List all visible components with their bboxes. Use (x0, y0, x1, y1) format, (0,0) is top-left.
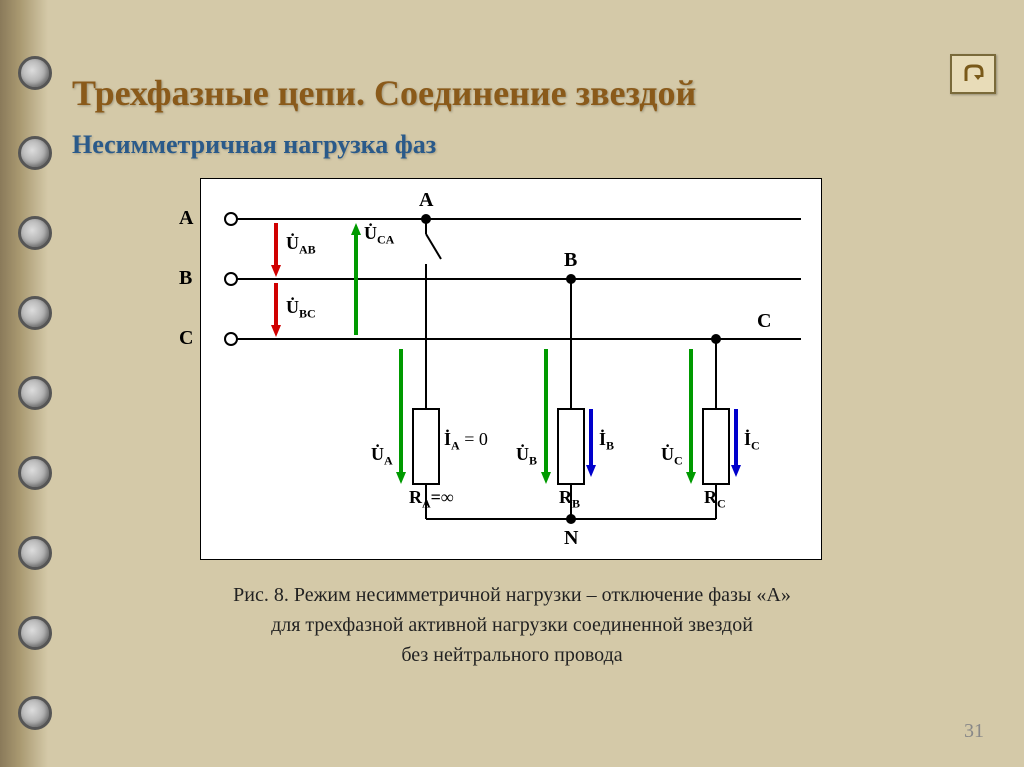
figure-caption: Рис. 8. Режим несимметричной нагрузки – … (72, 580, 952, 670)
page-title: Трехфазные цепи. Соединение звездой (72, 72, 696, 114)
binding-ring (18, 616, 52, 650)
r-a-label: RA=∞ (409, 487, 454, 512)
u-bc-label: U̇BC (286, 297, 316, 322)
phase-label-b: B (179, 267, 192, 290)
phase-label-c: C (179, 327, 193, 350)
i-a-label: İA = 0 (444, 429, 488, 454)
r-c-label: RC (704, 487, 726, 512)
back-button[interactable] (950, 54, 996, 94)
r-b-label: RB (559, 487, 580, 512)
binding-ring (18, 456, 52, 490)
binding-ring (18, 136, 52, 170)
binding-ring (18, 216, 52, 250)
caption-line-1: Рис. 8. Режим несимметричной нагрузки – … (233, 584, 791, 606)
i-c-label: İC (744, 429, 760, 454)
page-subtitle: Несимметричная нагрузка фаз (72, 130, 436, 160)
top-label-c: C (757, 310, 771, 333)
u-b-label: U̇B (516, 444, 537, 469)
caption-line-2: для трехфазной активной нагрузки соедине… (271, 614, 753, 636)
phase-label-a: A (179, 207, 193, 230)
neutral-label: N (564, 527, 578, 550)
caption-line-3: без нейтрального провода (401, 644, 622, 666)
binding-ring (18, 376, 52, 410)
i-b-label: İB (599, 429, 614, 454)
top-label-a: A (419, 189, 433, 212)
u-ca-label: U̇CA (364, 223, 394, 248)
binding-ring (18, 536, 52, 570)
top-label-b: B (564, 249, 577, 272)
circuit-diagram: A B C A B C U̇AB U̇BC U̇CA U̇A U̇B U̇C İ… (200, 178, 822, 560)
binding-ring (18, 696, 52, 730)
binding-ring (18, 56, 52, 90)
u-ab-label: U̇AB (286, 233, 316, 258)
u-turn-icon (960, 63, 986, 85)
spiral-binding (0, 0, 48, 767)
u-a-label: U̇A (371, 444, 393, 469)
u-c-label: U̇C (661, 444, 683, 469)
page-number: 31 (964, 720, 984, 743)
binding-ring (18, 296, 52, 330)
